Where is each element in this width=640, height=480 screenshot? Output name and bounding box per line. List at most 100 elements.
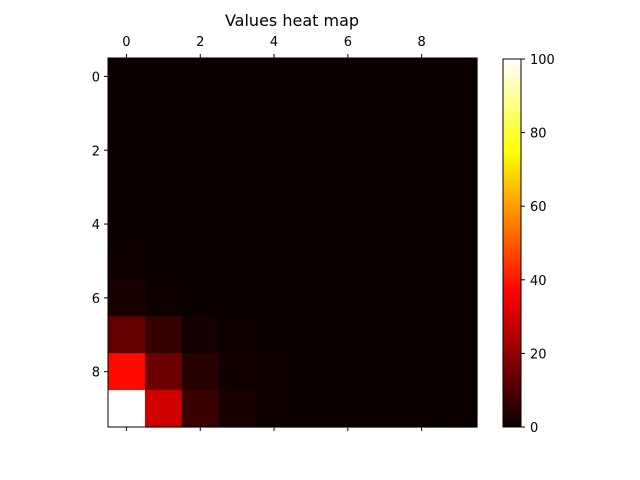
heatmap-cell-r7-c2 <box>181 316 220 354</box>
colorbar-tick-label-80: 80 <box>530 127 547 142</box>
heatmap-cell-r2-c3 <box>218 131 257 170</box>
heatmap-cell-r3-c5 <box>292 168 330 207</box>
heatmap-cell-r2-c6 <box>329 131 367 170</box>
heatmap-cell-r9-c7 <box>366 390 404 428</box>
heatmap-cell-r0-c5 <box>292 58 330 96</box>
heatmap-cell-r8-c2 <box>181 353 220 391</box>
heatmap-cell-r2-c1 <box>144 131 183 170</box>
heatmap-cell-r5-c3 <box>218 242 257 280</box>
heatmap-cell-r2-c0 <box>108 131 146 170</box>
heatmap-cell-r0-c8 <box>403 58 441 96</box>
heatmap-cell-r9-c4 <box>255 390 294 428</box>
heatmap-cell-r0-c2 <box>181 58 220 96</box>
colorbar-ticks: 0 20 40 60 80 100 <box>521 53 555 436</box>
heatmap-cell-r5-c7 <box>366 242 404 280</box>
heatmap-cell-r7-c5 <box>292 316 330 354</box>
heatmap-cell-r1-c9 <box>440 94 478 133</box>
heatmap-cell-r2-c8 <box>403 131 441 170</box>
heatmap-cell-r6-c1 <box>144 279 183 317</box>
heatmap-cell-r7-c6 <box>329 316 367 354</box>
heatmap-cell-r6-c3 <box>218 279 257 317</box>
y-tick-label-0: 0 <box>92 70 100 85</box>
heatmap-cell-r4-c3 <box>218 205 257 244</box>
colorbar-tick-label-100: 100 <box>530 53 555 68</box>
heatmap-cell-r0-c9 <box>440 58 478 96</box>
heatmap-cell-r0-c3 <box>218 58 257 96</box>
heatmap-cell-r7-c7 <box>366 316 404 354</box>
heatmap-cell-r6-c7 <box>366 279 404 317</box>
heatmap-cell-r1-c5 <box>292 94 330 133</box>
x-tick-label-8: 8 <box>418 35 426 50</box>
heatmap-cell-r7-c3 <box>218 316 257 354</box>
heatmap-cell-r3-c0 <box>108 168 146 207</box>
heatmap-cell-r4-c9 <box>440 205 478 244</box>
heatmap-cell-r4-c2 <box>181 205 220 244</box>
colorbar-tick-label-60: 60 <box>530 200 547 215</box>
heatmap-cells <box>108 58 478 428</box>
x-tick-label-0: 0 <box>122 35 130 50</box>
heatmap-cell-r1-c4 <box>255 94 294 133</box>
heatmap-cell-r4-c0 <box>108 205 146 244</box>
heatmap-cell-r6-c2 <box>181 279 220 317</box>
heatmap-cell-r7-c8 <box>403 316 441 354</box>
heatmap-cell-r4-c5 <box>292 205 330 244</box>
heatmap-cell-r3-c2 <box>181 168 220 207</box>
heatmap-cell-r5-c0 <box>108 242 146 280</box>
heatmap-cell-r9-c1 <box>144 390 183 428</box>
heatmap-cell-r3-c3 <box>218 168 257 207</box>
heatmap-cell-r3-c4 <box>255 168 294 207</box>
heatmap-cell-r8-c0 <box>108 353 146 391</box>
x-axis-ticks: 0 2 4 6 8 <box>122 35 426 431</box>
heatmap-cell-r4-c6 <box>329 205 367 244</box>
heatmap-cell-r6-c8 <box>403 279 441 317</box>
heatmap-cell-r8-c4 <box>255 353 294 391</box>
heatmap-cell-r1-c1 <box>144 94 183 133</box>
heatmap-cell-r4-c8 <box>403 205 441 244</box>
heatmap-cell-r5-c9 <box>440 242 478 280</box>
heatmap-cell-r6-c5 <box>292 279 330 317</box>
heatmap-cell-r5-c6 <box>329 242 367 280</box>
heatmap-cell-r3-c8 <box>403 168 441 207</box>
heatmap-cell-r3-c7 <box>366 168 404 207</box>
colorbar-tick-label-20: 20 <box>530 347 547 362</box>
colorbar-tick-label-0: 0 <box>530 421 538 436</box>
heatmap-cell-r6-c0 <box>108 279 146 317</box>
heatmap-cell-r8-c5 <box>292 353 330 391</box>
heatmap-cell-r1-c6 <box>329 94 367 133</box>
heatmap-cell-r9-c2 <box>181 390 220 428</box>
heatmap-cell-r0-c4 <box>255 58 294 96</box>
chart-title: Values heat map <box>225 11 359 30</box>
heatmap-cell-r6-c6 <box>329 279 367 317</box>
heatmap-cell-r2-c5 <box>292 131 330 170</box>
heatmap-cell-r3-c6 <box>329 168 367 207</box>
y-tick-label-6: 6 <box>92 292 100 307</box>
heatmap-cell-r5-c5 <box>292 242 330 280</box>
heatmap-cell-r6-c4 <box>255 279 294 317</box>
y-axis-ticks: 0 2 4 6 8 <box>92 70 108 381</box>
heatmap-cell-r3-c9 <box>440 168 478 207</box>
heatmap-cell-r4-c4 <box>255 205 294 244</box>
heatmap-cell-r9-c5 <box>292 390 330 428</box>
heatmap-cell-r2-c7 <box>366 131 404 170</box>
heatmap-cell-r7-c1 <box>144 316 183 354</box>
heatmap-cell-r2-c4 <box>255 131 294 170</box>
heatmap-cell-r8-c6 <box>329 353 367 391</box>
heatmap-cell-r7-c0 <box>108 316 146 354</box>
y-tick-label-8: 8 <box>92 366 100 381</box>
heatmap-cell-r9-c0 <box>108 390 146 428</box>
heatmap-cell-r3-c1 <box>144 168 183 207</box>
heatmap-cell-r1-c3 <box>218 94 257 133</box>
heatmap-cell-r5-c1 <box>144 242 183 280</box>
heatmap-cell-r5-c8 <box>403 242 441 280</box>
heatmap-cell-r8-c8 <box>403 353 441 391</box>
heatmap-cell-r9-c8 <box>403 390 441 428</box>
heatmap-cell-r1-c7 <box>366 94 404 133</box>
heatmap-cell-r2-c2 <box>181 131 220 170</box>
x-tick-label-4: 4 <box>270 35 278 50</box>
heatmap-cell-r8-c1 <box>144 353 183 391</box>
heatmap-cell-r0-c7 <box>366 58 404 96</box>
heatmap-cell-r0-c0 <box>108 58 146 96</box>
plot-frame <box>107 57 478 428</box>
heatmap-cell-r8-c7 <box>366 353 404 391</box>
